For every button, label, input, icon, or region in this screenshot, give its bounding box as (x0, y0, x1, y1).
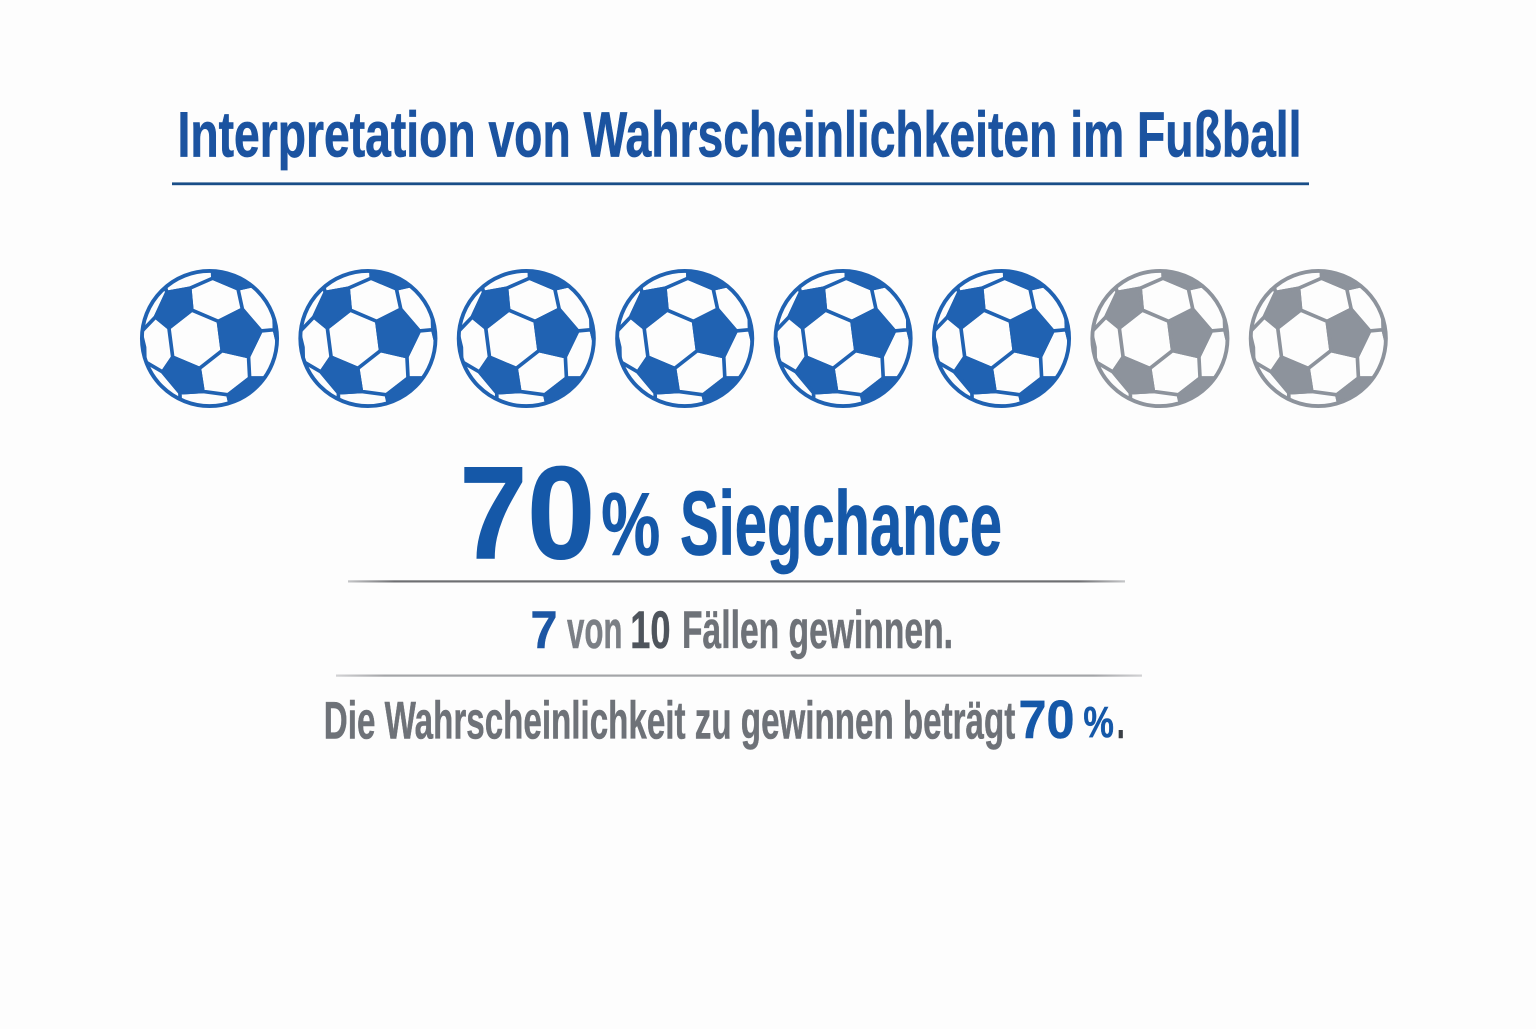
svg-text:Die Wahrscheinlichkeit zu gewi: Die Wahrscheinlichkeit zu gewinnen beträ… (324, 691, 1016, 750)
svg-text:Siegchance: Siegchance (680, 474, 1002, 575)
svg-text:70: 70 (460, 439, 596, 586)
svg-text:von: von (567, 601, 623, 660)
svg-text:Fällen gewinnen.: Fällen gewinnen. (682, 601, 953, 660)
svg-text:70: 70 (1019, 690, 1075, 750)
svg-text:10: 10 (630, 601, 670, 660)
svg-text:.: . (1117, 692, 1125, 750)
svg-text:Interpretation von Wahrscheinl: Interpretation von Wahrscheinlichkeiten … (178, 99, 1302, 171)
svg-text:%: % (601, 474, 660, 574)
svg-text:%: % (1083, 698, 1114, 747)
svg-text:7: 7 (531, 601, 558, 660)
